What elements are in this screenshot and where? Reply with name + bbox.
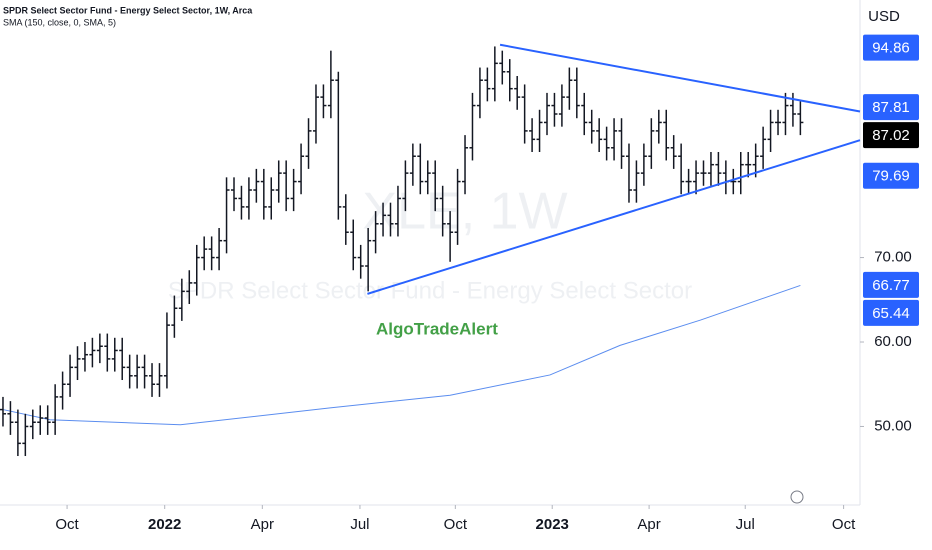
price-badge [863, 94, 919, 121]
y-tick-label: 50.00 [874, 417, 912, 434]
x-tick-label: Apr [637, 516, 660, 533]
indicator-label: SMA (150, close, 0, SMA, 5) [3, 17, 116, 27]
x-tick-label: Oct [444, 516, 468, 533]
price-badge-label: 65.44 [872, 305, 910, 322]
x-tick-label: 2023 [536, 516, 569, 533]
chart-title: SPDR Select Sector Fund - Energy Select … [3, 5, 253, 15]
price-badge-label: 87.81 [872, 99, 910, 116]
price-badge-label: 94.86 [872, 40, 910, 57]
x-tick-label: Apr [251, 516, 274, 533]
x-tick-label: Jul [350, 516, 369, 533]
price-badge [863, 271, 919, 298]
currency: USD [868, 8, 900, 25]
x-tick-label: 2022 [148, 516, 181, 533]
trend-line [499, 43, 861, 113]
price-badge [863, 122, 919, 149]
y-tick-label: 60.00 [874, 333, 912, 350]
y-tick-label: 70.00 [874, 249, 912, 266]
price-badge-label: 87.02 [872, 127, 910, 144]
price-badge-label: 66.77 [872, 277, 910, 294]
x-tick-label: Oct [55, 516, 79, 533]
watermark-subtitle: SPDR Select Sector Fund - Energy Select … [168, 277, 692, 304]
annotation: AlgoTradeAlert [376, 319, 498, 338]
price-badge [863, 162, 919, 189]
trend-line [367, 139, 861, 295]
icon [790, 490, 804, 504]
price-badge [863, 299, 919, 326]
price-badge-label: 79.69 [872, 168, 910, 185]
x-tick-label: Oct [832, 516, 856, 533]
price-badge [863, 34, 919, 61]
x-tick-label: Jul [736, 516, 755, 533]
sma-line [2, 284, 801, 426]
